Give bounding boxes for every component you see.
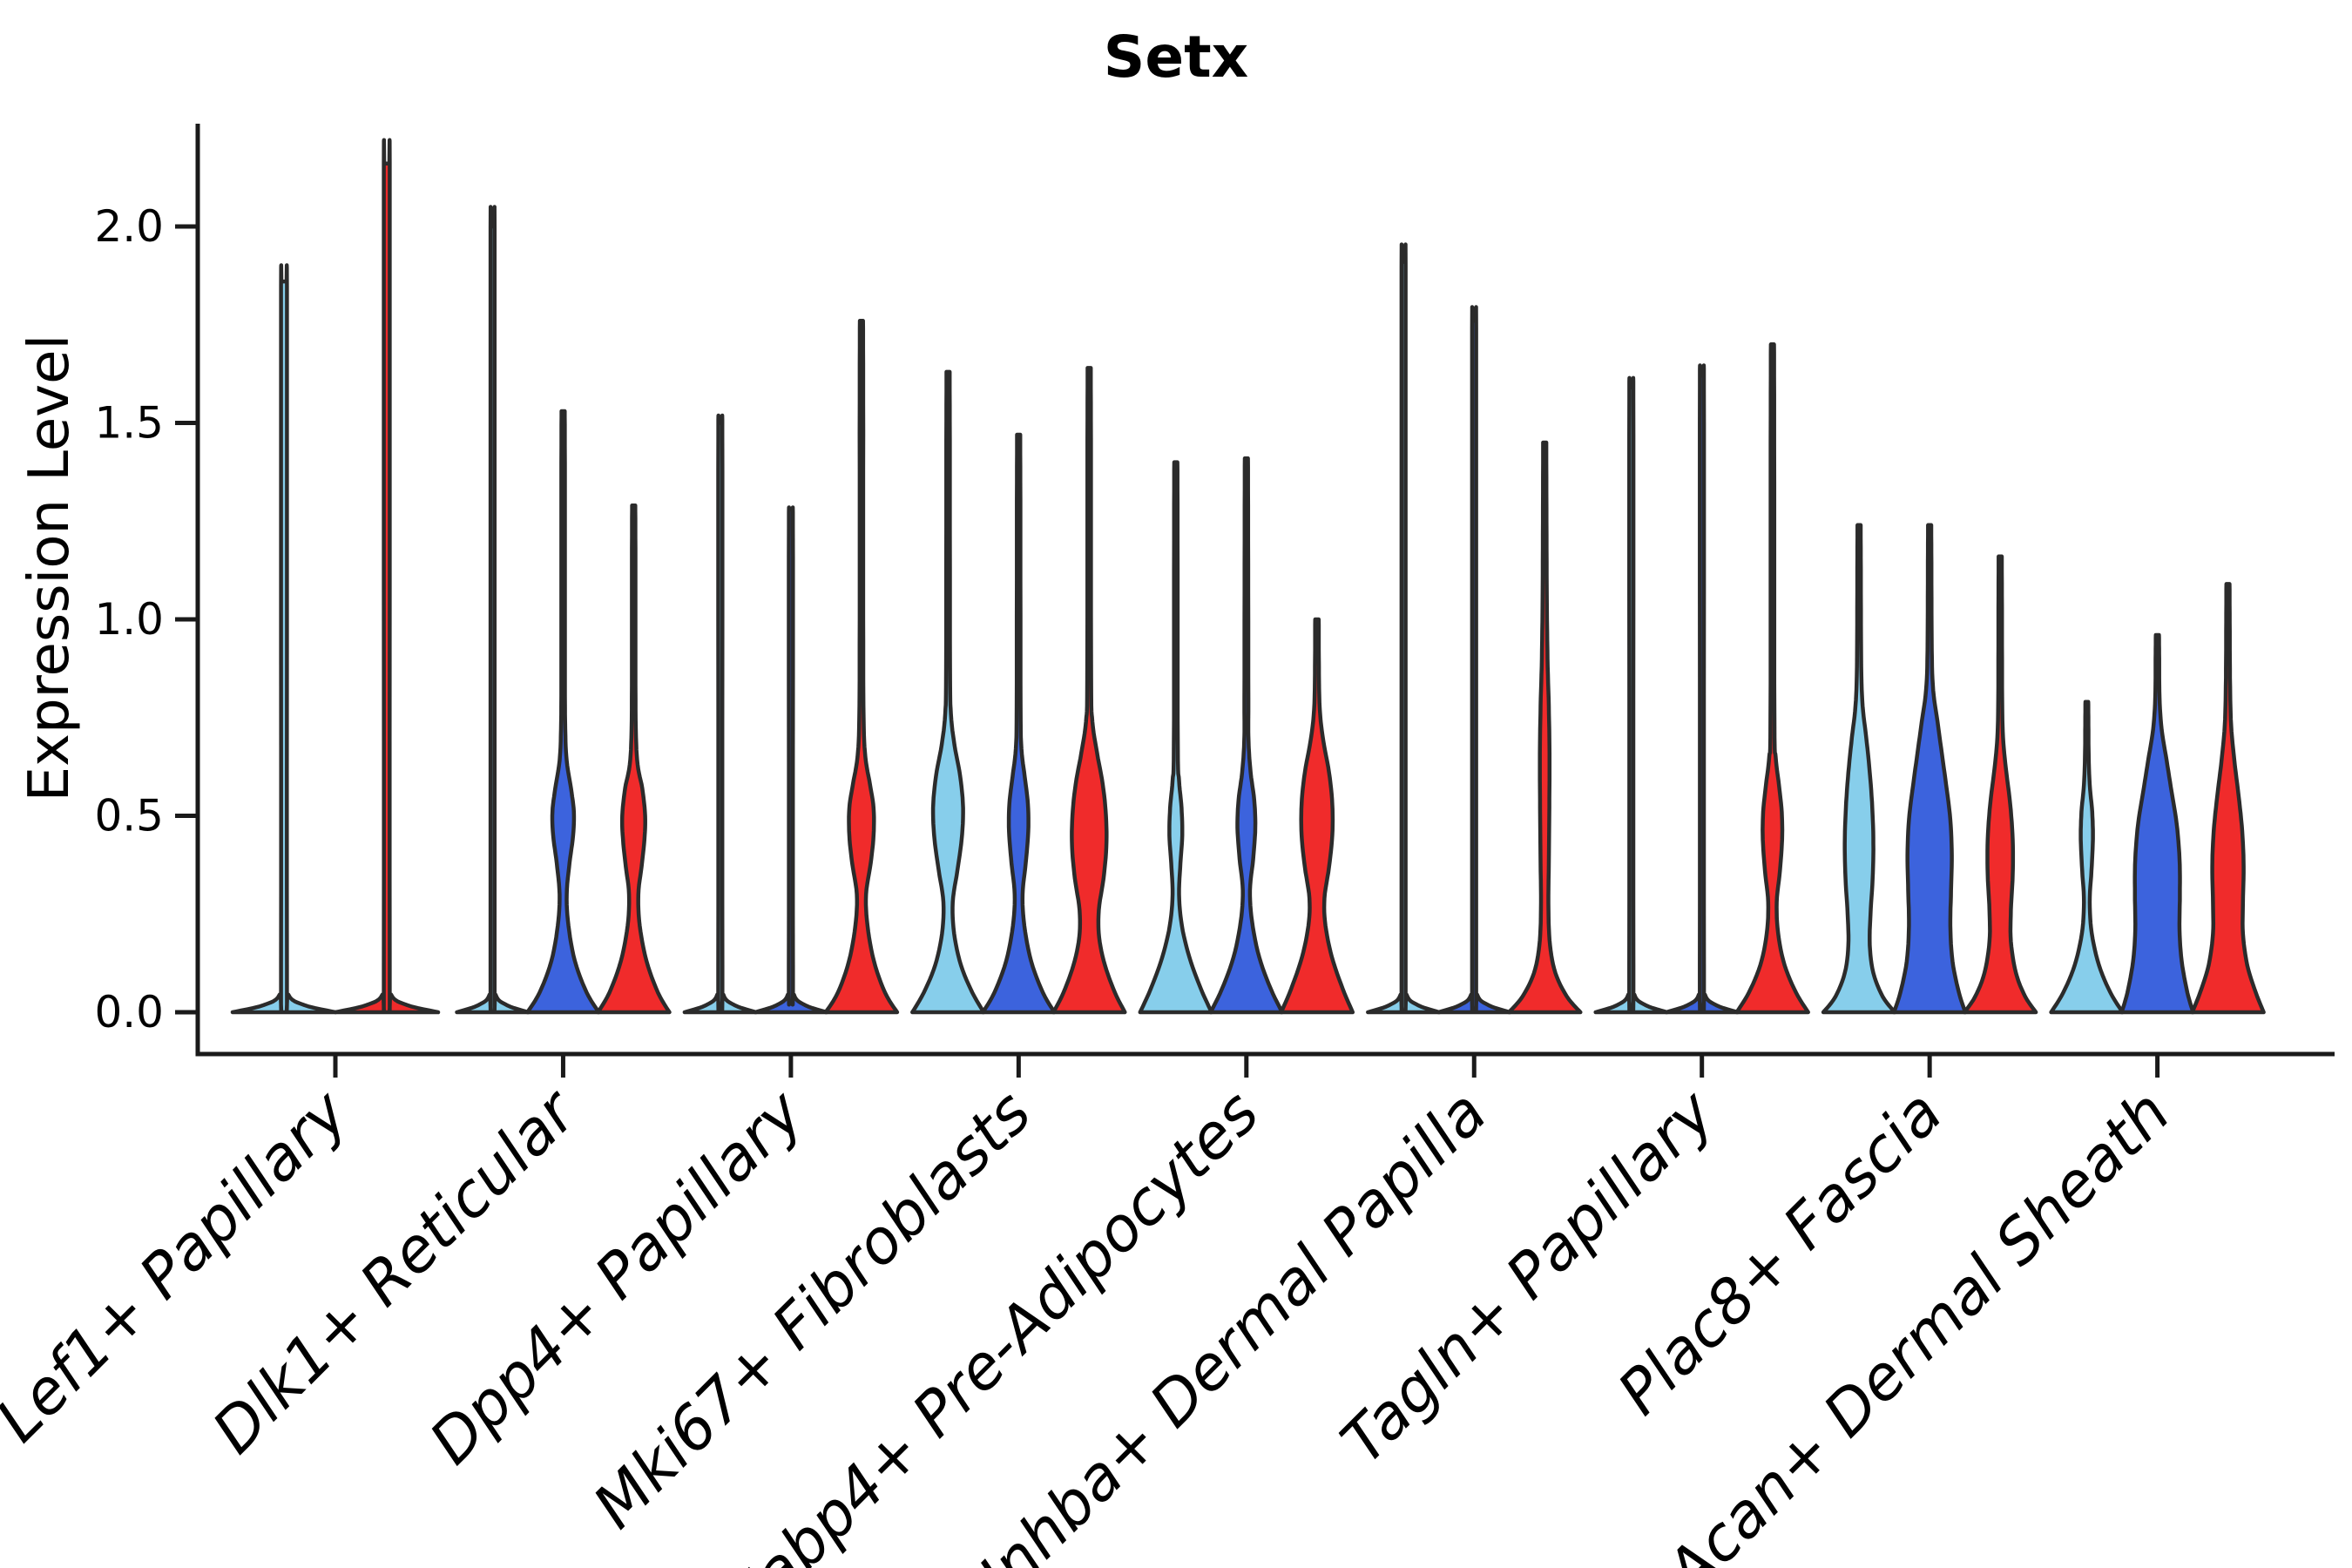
violin-dpp4-papillary-c1 — [682, 413, 759, 1015]
violin-dlk1-reticular-c1 — [455, 205, 531, 1015]
violin-plac8-fascia-c2 — [1891, 523, 1968, 1015]
violin-inhba-dermal-papilla-c1 — [1366, 242, 1442, 1015]
y-tick-label: 1.5 — [94, 398, 164, 449]
violin-acan-dermal-sheath-c1 — [2049, 700, 2125, 1015]
x-category-label: Dpp4+ Papillary — [416, 1076, 818, 1478]
y-axis-label: Expression Level — [17, 335, 82, 802]
x-category-label: Mki67+ Fibroblasts — [579, 1077, 1044, 1542]
violin-dlk1-reticular-c3 — [596, 503, 672, 1015]
violin-mki67-fibroblasts-c1 — [910, 369, 986, 1015]
violin-inhba-dermal-papilla-c3 — [1507, 440, 1583, 1015]
chart-title: Setx — [1104, 24, 1248, 91]
violin-plac8-fascia-c1 — [1821, 523, 1897, 1015]
violin-fabp4-pre-adipocytes-c1 — [1138, 460, 1214, 1015]
violin-dpp4-papillary-c2 — [753, 505, 829, 1015]
x-category-label: Tagln+ Papillary — [1328, 1076, 1729, 1477]
violin-acan-dermal-sheath-c2 — [2119, 632, 2195, 1015]
violin-tagln-papillary-c1 — [1593, 375, 1669, 1015]
violin-dpp4-papillary-c3 — [823, 318, 900, 1015]
violin-fabp4-pre-adipocytes-c3 — [1279, 617, 1355, 1015]
y-tick-label: 0.0 — [94, 987, 164, 1037]
y-tick-label: 1.0 — [94, 594, 164, 645]
violin-mki67-fibroblasts-c3 — [1051, 366, 1127, 1015]
violin-dlk1-reticular-c2 — [525, 409, 601, 1015]
y-axis-ticks: 0.0 0.5 1.0 1.5 2.0 — [94, 201, 198, 1037]
violin-lef1-papillary-c1 — [230, 263, 338, 1015]
y-tick-label: 2.0 — [94, 201, 164, 252]
violin-fabp4-pre-adipocytes-c2 — [1208, 456, 1285, 1015]
violin-lef1-papillary-c3 — [333, 138, 441, 1015]
violin-inhba-dermal-papilla-c2 — [1436, 305, 1512, 1015]
violin-acan-dermal-sheath-c3 — [2190, 582, 2266, 1015]
violin-tagln-papillary-c3 — [1734, 342, 1810, 1015]
y-tick-label: 0.5 — [94, 791, 164, 841]
axis-spines — [195, 124, 2335, 1057]
violin-mki67-fibroblasts-c2 — [981, 432, 1057, 1015]
violin-plac8-fascia-c3 — [1962, 554, 2038, 1015]
violin-tagln-papillary-c2 — [1664, 363, 1740, 1015]
violins-layer — [230, 138, 2266, 1015]
